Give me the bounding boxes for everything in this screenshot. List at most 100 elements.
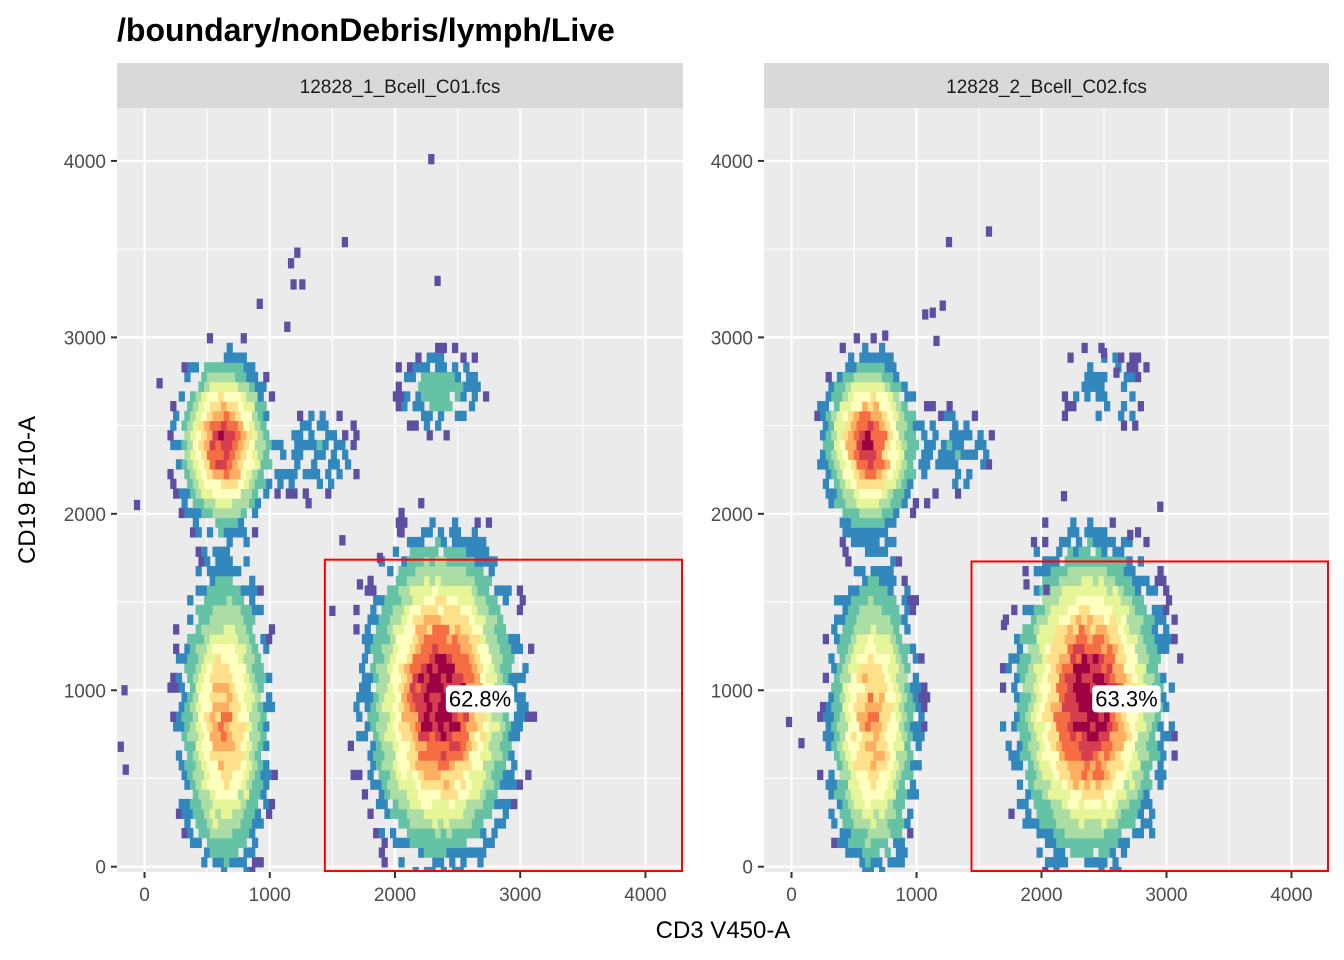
density-bin	[454, 546, 462, 557]
density-bin	[232, 730, 239, 742]
density-bin	[1160, 692, 1167, 703]
density-bin	[1039, 760, 1046, 771]
density-bin	[845, 420, 852, 431]
density-bin	[1050, 643, 1057, 654]
density-bin	[1101, 740, 1108, 751]
density-bin	[220, 459, 228, 470]
density-bin	[1033, 721, 1040, 732]
density-bin	[440, 595, 447, 606]
density-bin	[839, 478, 846, 489]
density-bin	[181, 808, 188, 819]
density-bin	[201, 507, 208, 519]
density-bin	[881, 837, 889, 849]
density-bin	[1095, 624, 1102, 635]
density-bin	[859, 507, 866, 519]
density-bin	[845, 808, 852, 819]
density-bin	[409, 566, 416, 577]
density-bin	[848, 740, 855, 751]
density-bin	[879, 478, 886, 489]
density-bin	[1084, 740, 1091, 751]
density-bin	[1061, 779, 1069, 790]
density-bin	[881, 701, 889, 713]
density-bin	[1106, 779, 1114, 790]
density-bin	[480, 556, 487, 567]
density-bin	[226, 730, 233, 742]
density-bin	[181, 730, 188, 742]
density-bin	[451, 342, 459, 354]
density-bin	[825, 721, 832, 732]
density-bin	[226, 556, 233, 567]
x-tick-label: 4000	[624, 885, 666, 906]
density-bin	[845, 711, 852, 722]
density-bin	[1118, 779, 1125, 790]
density-bin	[890, 536, 897, 548]
density-bin	[839, 711, 846, 722]
density-bin	[1033, 585, 1040, 596]
density-bin	[342, 430, 349, 441]
density-bin	[1101, 604, 1108, 616]
density-bin	[482, 546, 490, 557]
density-bin	[232, 769, 239, 781]
density-bin	[1067, 818, 1074, 829]
density-bin	[367, 575, 374, 587]
density-bin	[209, 614, 216, 625]
density-bin	[451, 614, 459, 625]
density-bin	[285, 468, 292, 480]
density-bin	[1101, 371, 1108, 383]
density-bin	[893, 721, 900, 732]
density-bin	[1056, 624, 1063, 635]
density-bin	[1101, 760, 1108, 771]
density-bin	[398, 604, 405, 616]
density-bin	[870, 663, 877, 674]
density-bin	[474, 575, 481, 587]
density-bin	[226, 401, 233, 412]
density-bin	[1101, 527, 1108, 538]
density-bin	[235, 682, 242, 693]
density-bin	[404, 798, 411, 810]
density-bin	[1151, 663, 1159, 674]
density-bin	[1042, 653, 1049, 664]
density-bin	[1123, 721, 1130, 732]
density-bin	[251, 527, 259, 538]
density-bin	[862, 866, 869, 872]
density-bin	[449, 837, 456, 849]
density-bin	[839, 517, 846, 528]
density-bin	[1070, 595, 1077, 606]
density-bin	[449, 798, 456, 810]
density-bin	[237, 828, 245, 839]
density-bin	[1098, 808, 1105, 819]
density-bin	[463, 750, 470, 761]
density-bin	[375, 701, 383, 713]
outlier-event	[294, 247, 301, 258]
density-bin	[468, 750, 476, 761]
density-bin	[1061, 701, 1069, 713]
density-bin	[1146, 740, 1153, 751]
density-bin	[404, 818, 411, 829]
density-bin	[1115, 808, 1122, 819]
density-bin	[237, 711, 245, 722]
density-bin	[220, 808, 228, 819]
density-bin	[184, 643, 191, 654]
density-bin	[361, 730, 369, 742]
density-bin	[834, 401, 841, 412]
density-bin	[1056, 837, 1063, 849]
density-bin	[1151, 585, 1159, 596]
density-bin	[497, 633, 504, 645]
density-bin	[1030, 769, 1038, 781]
density-bin	[206, 740, 214, 751]
density-bin	[260, 730, 267, 742]
density-bin	[392, 546, 400, 557]
density-bin	[859, 701, 866, 713]
density-bin	[178, 391, 185, 402]
density-bin	[333, 439, 340, 451]
density-bin	[1025, 692, 1032, 703]
density-bin	[1089, 760, 1097, 771]
density-bin	[440, 672, 447, 684]
density-bin	[240, 527, 247, 538]
density-bin	[881, 721, 889, 732]
density-bin	[189, 663, 197, 674]
density-bin	[834, 750, 841, 761]
density-bin	[263, 798, 270, 810]
density-bin	[401, 517, 408, 528]
density-bin	[1112, 721, 1119, 732]
